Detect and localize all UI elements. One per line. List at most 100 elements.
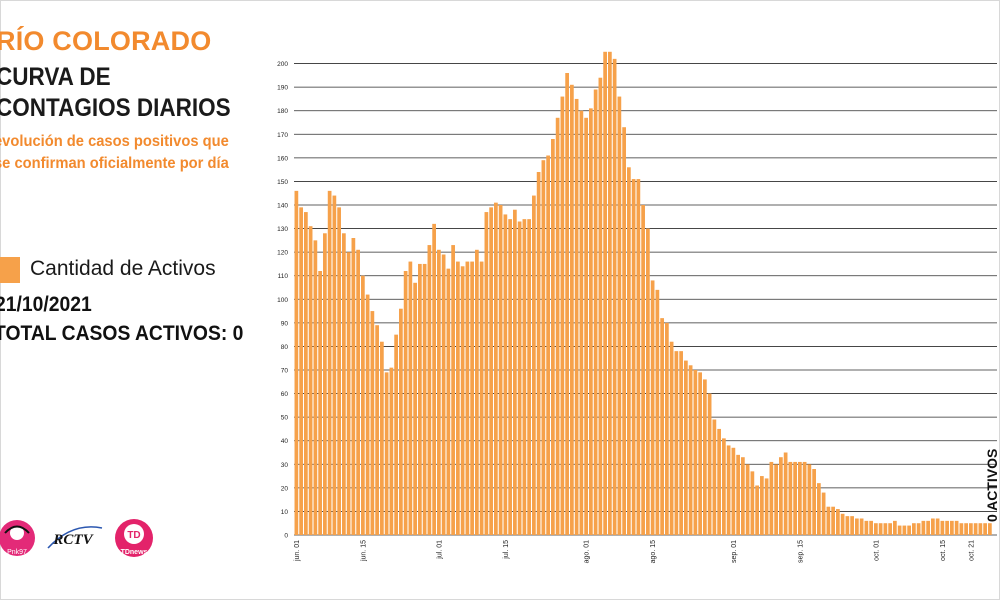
bar bbox=[750, 471, 755, 535]
bar bbox=[418, 263, 422, 535]
y-tick-label: 10 bbox=[281, 509, 289, 516]
bar bbox=[489, 207, 493, 536]
bar bbox=[532, 195, 536, 535]
bar bbox=[731, 447, 736, 535]
bar bbox=[802, 461, 807, 535]
bar bbox=[522, 219, 527, 535]
x-tick-label: oct. 21 bbox=[968, 540, 975, 561]
bar bbox=[874, 523, 878, 535]
bar bbox=[503, 214, 508, 535]
bar bbox=[394, 334, 398, 535]
x-tick-label: jun. 01 bbox=[294, 540, 301, 562]
bar bbox=[327, 190, 332, 536]
legend-label: Cantidad de Activos bbox=[30, 257, 216, 280]
bar bbox=[945, 520, 949, 535]
bar bbox=[603, 51, 607, 535]
x-tick-label: sep. 01 bbox=[731, 540, 738, 563]
bar bbox=[399, 308, 403, 535]
bar bbox=[855, 518, 859, 535]
x-tick-label: ago. 01 bbox=[584, 540, 591, 563]
bar bbox=[351, 238, 356, 535]
bar bbox=[793, 461, 797, 535]
bar bbox=[679, 351, 683, 535]
bar bbox=[954, 520, 959, 535]
bar bbox=[935, 518, 940, 535]
bar bbox=[760, 476, 764, 535]
pnk-logo: Pnk97 bbox=[0, 520, 35, 556]
bar bbox=[475, 249, 479, 536]
bar bbox=[584, 117, 588, 535]
bar bbox=[883, 523, 888, 535]
bar bbox=[446, 268, 451, 535]
bar bbox=[712, 419, 717, 535]
bar bbox=[707, 393, 712, 535]
bar bbox=[741, 457, 745, 535]
bar bbox=[650, 280, 655, 535]
bar bbox=[698, 372, 702, 535]
y-tick-label: 150 bbox=[277, 179, 288, 186]
bar bbox=[788, 461, 793, 535]
bar bbox=[940, 520, 945, 535]
bar bbox=[413, 282, 417, 535]
bar bbox=[755, 485, 759, 535]
y-tick-label: 110 bbox=[278, 273, 289, 280]
bar bbox=[912, 523, 916, 535]
bar bbox=[859, 518, 864, 535]
bar bbox=[408, 261, 413, 535]
bar bbox=[437, 249, 441, 536]
bar bbox=[764, 478, 769, 535]
bar bbox=[527, 219, 531, 535]
bar bbox=[555, 117, 560, 535]
bar bbox=[318, 271, 322, 535]
bar bbox=[332, 195, 337, 535]
bar bbox=[313, 240, 318, 536]
rctv-logo: RCTV bbox=[47, 526, 103, 549]
bar bbox=[798, 461, 802, 535]
bar bbox=[560, 96, 565, 535]
x-tick-label: oct. 15 bbox=[940, 540, 947, 561]
bar bbox=[736, 454, 740, 535]
bar bbox=[460, 266, 465, 535]
bar bbox=[551, 139, 555, 535]
bar bbox=[674, 351, 679, 535]
bar bbox=[593, 89, 598, 535]
zero-active-annotation: 0 ACTIVOS bbox=[984, 449, 1000, 522]
bar bbox=[636, 179, 641, 535]
bar bbox=[831, 506, 835, 535]
bar bbox=[722, 438, 726, 535]
bar bbox=[384, 372, 389, 535]
bar bbox=[745, 464, 750, 535]
pnk-logo-text: Pnk97 bbox=[7, 549, 27, 556]
x-tick-label: sep. 15 bbox=[797, 540, 804, 563]
bar bbox=[907, 525, 911, 535]
bar bbox=[836, 509, 840, 535]
bar bbox=[342, 233, 346, 536]
svg-text:TD: TD bbox=[127, 530, 140, 541]
bar bbox=[845, 516, 850, 535]
x-tick-label: jul. 01 bbox=[436, 540, 443, 560]
bar bbox=[546, 155, 550, 535]
x-tick-label: ago. 15 bbox=[650, 540, 657, 563]
bar bbox=[817, 483, 821, 535]
y-tick-label: 120 bbox=[277, 250, 288, 257]
y-tick-label: 160 bbox=[277, 155, 288, 162]
bar bbox=[498, 205, 503, 535]
bar bbox=[655, 289, 660, 535]
bar bbox=[779, 457, 783, 535]
y-tick-label: 90 bbox=[281, 320, 289, 327]
bar bbox=[783, 452, 788, 535]
bar bbox=[365, 294, 370, 535]
bar bbox=[726, 445, 731, 535]
bar bbox=[978, 523, 983, 535]
bar bbox=[574, 98, 579, 536]
bar bbox=[660, 318, 664, 535]
bar bbox=[926, 520, 930, 535]
bar bbox=[304, 212, 308, 535]
bar bbox=[717, 428, 721, 535]
y-tick-label: 30 bbox=[281, 462, 289, 469]
bar bbox=[631, 179, 636, 535]
bar bbox=[422, 263, 427, 535]
y-tick-label: 130 bbox=[277, 226, 288, 233]
bar bbox=[465, 261, 470, 535]
